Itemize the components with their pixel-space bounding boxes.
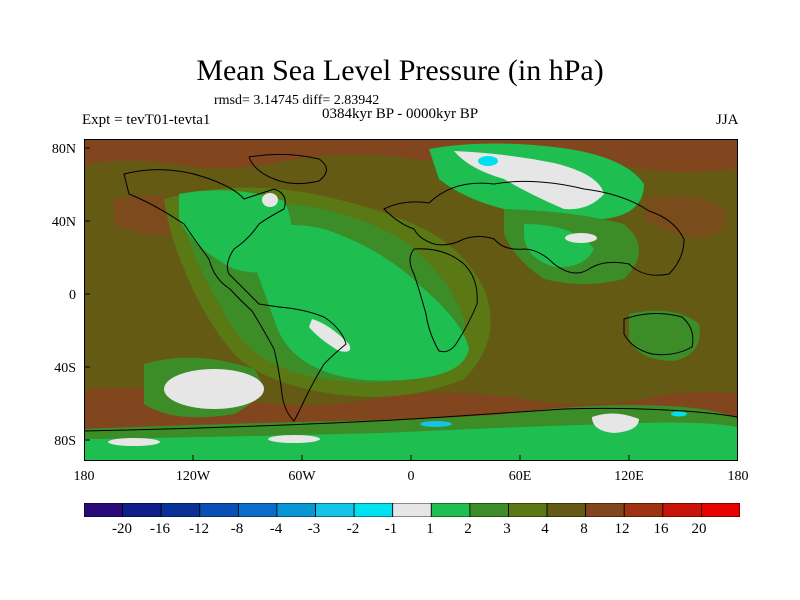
- colorbar-label: -16: [150, 521, 170, 537]
- band-neg1-1-southamerica: [309, 319, 351, 352]
- colorbar-label: 1: [426, 521, 434, 537]
- axis-ticks: [84, 147, 630, 461]
- colorbar-swatch: [469, 503, 509, 517]
- colorbar-label: -3: [307, 521, 321, 537]
- pressure-map: [84, 139, 738, 461]
- band-neg2-neg1-arctic: [478, 156, 498, 166]
- lat-label-0: 0: [69, 288, 76, 303]
- lon-label-180w: 180: [73, 469, 95, 484]
- lat-label-80s: 80S: [54, 434, 76, 449]
- lat-label-40n: 40N: [51, 215, 76, 230]
- lon-label-60w: 60W: [288, 469, 316, 484]
- colorbar-label: 3: [503, 521, 511, 537]
- colorbar-swatch: [315, 503, 355, 517]
- colorbar-label: -8: [230, 521, 244, 537]
- colorbar-label: 12: [614, 521, 630, 537]
- colorbar-swatch: [122, 503, 162, 517]
- band-8-12-arctic: [84, 139, 738, 173]
- colorbar-label: -1: [384, 521, 398, 537]
- colorbar-swatch: [662, 503, 702, 517]
- colorbar-label: -12: [189, 521, 209, 537]
- colorbar-swatch: [392, 503, 432, 517]
- figure-title: Mean Sea Level Pressure (in hPa): [196, 54, 604, 87]
- lon-label-180e: 180: [727, 469, 749, 484]
- band-neg1-1-pacific-s: [108, 438, 160, 446]
- colorbar-swatch: [546, 503, 587, 517]
- season-label: JJA: [716, 112, 739, 128]
- coastlines: [84, 153, 738, 432]
- colorbar-label: -2: [346, 521, 360, 537]
- colorbar-swatch: [353, 503, 394, 517]
- lat-label-80n: 80N: [51, 142, 76, 157]
- colorbar-label: 20: [691, 521, 707, 537]
- colorbar-swatch: [276, 503, 316, 517]
- colorbar: [84, 503, 740, 517]
- colorbar-swatch: [430, 503, 471, 517]
- band-neg1-1-hudson: [262, 193, 278, 207]
- band-1-2-central: [244, 225, 469, 381]
- band-1-2-antarctic-coast: [84, 422, 738, 461]
- period-label: 0384kyr BP - 0000kyr BP: [322, 106, 479, 122]
- band-neg1-1-ross: [268, 435, 320, 443]
- colorbar-swatch: [623, 503, 664, 517]
- band-neg1-1-southpac: [164, 369, 264, 409]
- colorbar-swatch: [199, 503, 239, 517]
- colorbar-swatch: [701, 503, 740, 517]
- lon-label-120e: 120E: [614, 469, 644, 484]
- colorbar-label: -4: [269, 521, 283, 537]
- band-8-12-npac2: [644, 195, 727, 239]
- colorbar-swatch: [585, 503, 625, 517]
- band-1-2-americas: [179, 190, 292, 273]
- band-1-2-australia: [629, 310, 700, 361]
- stats-line: rmsd= 3.14745 diff= 2.83942: [214, 93, 380, 108]
- band-neg2-neg1-ross: [671, 411, 687, 417]
- colorbar-label: 2: [464, 521, 472, 537]
- lon-label-0: 0: [407, 469, 415, 484]
- lon-label-60e: 60E: [508, 469, 532, 484]
- lat-label-40s: 40S: [54, 361, 76, 376]
- colorbar-swatch: [508, 503, 548, 517]
- colorbar-label: 16: [653, 521, 669, 537]
- band-neg3-neg2-antarctic: [420, 421, 452, 427]
- experiment-label: Expt = tevT01-tevta1: [82, 112, 211, 128]
- colorbar-swatch: [237, 503, 278, 517]
- band-neg1-1-antarctic: [592, 413, 639, 433]
- lon-label-120w: 120W: [175, 469, 211, 484]
- colorbar-label: 8: [580, 521, 588, 537]
- colorbar-swatch: [84, 503, 123, 517]
- band-neg1-1-tibet: [565, 233, 597, 243]
- colorbar-swatch: [160, 503, 201, 517]
- colorbar-label: -20: [112, 521, 132, 537]
- colorbar-label: 4: [541, 521, 549, 537]
